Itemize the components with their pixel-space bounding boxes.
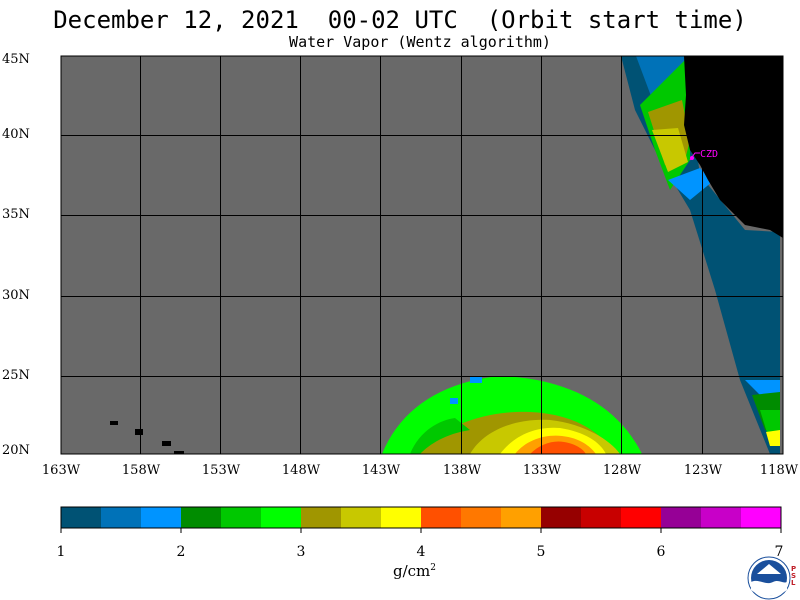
colorbar-unit-sup: 2 xyxy=(430,563,437,573)
colorbar-segment xyxy=(301,507,342,528)
colorbar-segment xyxy=(101,507,142,528)
page-title: December 12, 2021 00-02 UTC (Orbit start… xyxy=(53,6,747,34)
colorbar-segment xyxy=(581,507,622,528)
colorbar-tick-5: 5 xyxy=(536,544,546,560)
colorbar-segment xyxy=(341,507,382,528)
swath-blue-patch xyxy=(470,377,482,383)
coastal-swath-south-yellow xyxy=(766,430,780,446)
colorbar-tick-7: 7 xyxy=(774,544,784,560)
lon-label-153w: 153W xyxy=(201,463,241,478)
colorbar-segment xyxy=(61,507,102,528)
colorbar-segment xyxy=(741,507,782,528)
colorbar-tick-3: 3 xyxy=(296,544,306,560)
map-border xyxy=(60,55,784,455)
ocean-swath xyxy=(382,376,642,454)
psl-l: L xyxy=(791,579,796,587)
noaa-logo-icon: NOAA xyxy=(747,556,791,600)
colorbar-segment xyxy=(381,507,422,528)
lon-label-123w: 123W xyxy=(683,463,723,478)
station-marker-czd: CZD xyxy=(689,149,718,161)
lon-label-118w: 118W xyxy=(759,463,799,478)
psl-p: P xyxy=(791,565,797,573)
colorbar-tick-4: 4 xyxy=(416,544,426,560)
psl-s: S xyxy=(791,572,797,580)
swath-red-orange xyxy=(530,441,586,454)
lon-label-133w: 133W xyxy=(522,463,562,478)
coastal-swath-yellow xyxy=(652,128,688,172)
colorbar-segment xyxy=(661,507,702,528)
colorbar-segment xyxy=(261,507,302,528)
lat-label-20n: 20N xyxy=(2,443,30,458)
colorbar-segment xyxy=(221,507,262,528)
colorbar-segment xyxy=(421,507,462,528)
colorbar-unit: g/cm2 xyxy=(393,562,436,580)
colorbar-segment xyxy=(181,507,222,528)
lon-label-148w: 148W xyxy=(281,463,321,478)
lat-label-30n: 30N xyxy=(2,288,30,303)
page-subtitle: Water Vapor (Wentz algorithm) xyxy=(289,33,551,51)
map-grid xyxy=(61,56,783,454)
lon-label-143w: 143W xyxy=(361,463,401,478)
station-label: CZD xyxy=(700,149,718,160)
noaa-logo-text: NOAA xyxy=(759,574,779,581)
colorbar-tick-6: 6 xyxy=(656,544,666,560)
colorbar-segment xyxy=(541,507,582,528)
lon-label-138w: 138W xyxy=(442,463,482,478)
colorbar xyxy=(60,506,782,533)
colorbar-segment xyxy=(621,507,662,528)
land-north-america xyxy=(684,56,783,238)
colorbar-segment xyxy=(141,507,182,528)
swath-dark-green xyxy=(410,418,470,454)
colorbar-unit-text: g/cm xyxy=(393,562,431,580)
lat-label-35n: 35N xyxy=(2,207,30,222)
coastal-swath xyxy=(621,56,780,454)
swath-blue-patch-2 xyxy=(450,398,458,404)
colorbar-segment xyxy=(701,507,742,528)
psl-text: P S L xyxy=(791,566,796,587)
colorbar-segment xyxy=(501,507,542,528)
colorbar-tick-1: 1 xyxy=(56,544,66,560)
lat-label-25n: 25N xyxy=(2,368,30,383)
lon-label-163w: 163W xyxy=(41,463,81,478)
lat-label-45n: 45N xyxy=(2,52,30,67)
colorbar-segment xyxy=(461,507,502,528)
lon-label-128w: 128W xyxy=(602,463,642,478)
hawaiian-islands xyxy=(110,421,184,454)
coastal-swath-light-blue xyxy=(668,168,712,200)
lat-label-40n: 40N xyxy=(2,127,30,142)
colorbar-tick-2: 2 xyxy=(176,544,186,560)
lon-label-158w: 158W xyxy=(121,463,161,478)
